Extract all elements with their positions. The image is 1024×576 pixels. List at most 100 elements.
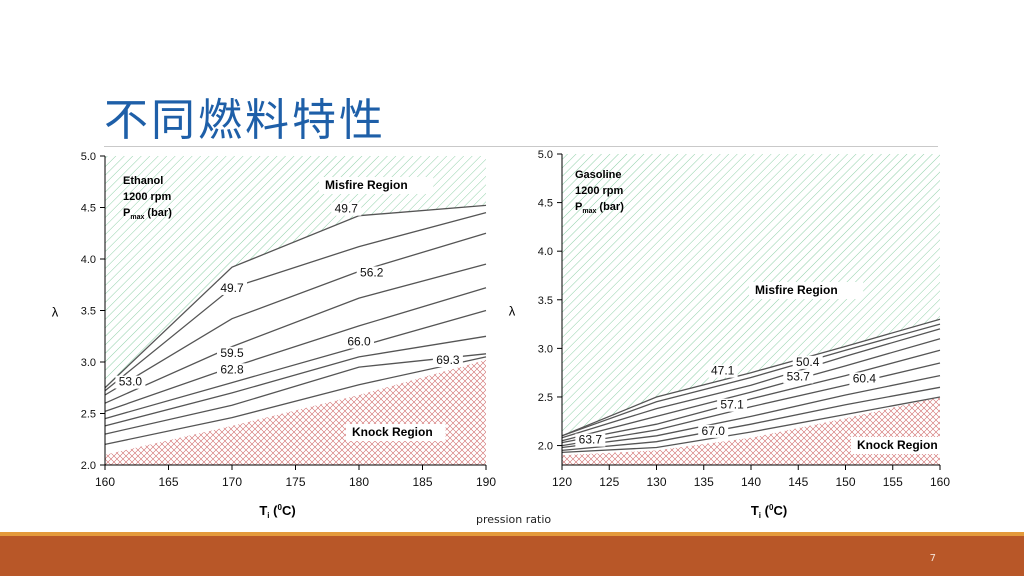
knock-region-area [105,359,486,465]
x-tick-label: 190 [476,475,496,489]
x-tick-label: 185 [412,475,432,489]
misfire-label-bg [319,177,434,194]
contour-line-6 [104,335,487,427]
contour-line-7 [561,386,941,452]
legend-fuel: Ethanol [123,175,163,187]
contour-line-0 [561,318,941,437]
contour-value-bg [356,266,387,280]
gasoline-chart: 120 125 130 135 140 145 150 155 160 2.0 2.5 3.0 3.5 4… [509,149,951,520]
contour-line-1 [104,211,487,392]
y-tick-label: 4.5 [81,203,96,215]
knock-label-bg [851,437,951,454]
y-tick-label: 2.0 [81,460,96,472]
x-tick-label: 160 [95,475,115,489]
contour-value-bg [707,364,738,378]
y-tick-label: 3.0 [538,343,553,355]
contour-value-label: 63.7 [579,433,603,447]
contour-value-bg [331,202,362,216]
contour-line-3 [104,263,487,404]
y-axis-label: λ [52,305,59,320]
contour-value-label: 53.7 [787,369,811,383]
legend-fuel: Gasoline [575,169,621,181]
contour-value-bg [217,281,247,295]
y-tick-label: 3.0 [81,357,96,369]
ethanol-chart: 160 165 170 175 180 185 190 2.0 2.5 3.0 3.5 4.0 4.5 5… [52,151,497,520]
legend-speed: 1200 rpm [575,185,624,197]
contour-value-label: 49.7 [335,202,359,216]
x-tick-label: 165 [158,475,178,489]
contour-value-label: 56.2 [360,266,384,280]
y-tick-label: 4.5 [538,198,553,210]
x-tick-label: 140 [741,475,761,489]
y-tick-label: 4.0 [538,246,553,258]
knock-region-label: Knock Region [857,438,938,452]
contour-value-label: 59.5 [220,346,244,360]
contour-value-label: 67.0 [702,424,726,438]
contour-value-label: 60.4 [853,371,877,385]
contour-value-label: 69.3 [436,353,460,367]
x-axis-label: Ti (0C) [259,503,295,520]
knock-region-area [562,397,940,465]
legend-pmax: Pmax (bar) [575,201,624,215]
contour-value-bg [783,370,814,384]
knock-region-label: Knock Region [352,425,433,439]
x-tick-label: 145 [788,475,808,489]
y-tick-label: 5.0 [538,149,553,161]
contour-value-bg [575,433,606,447]
charts-canvas: 160 165 170 175 180 185 190 2.0 2.5 3.0 3.5 4.0 4.5 5… [52,149,951,520]
x-tick-label: 180 [349,475,369,489]
misfire-region-label: Misfire Region [325,178,408,192]
contour-value-label: 62.8 [220,362,244,376]
contour-value-label: 53.0 [119,375,143,389]
x-tick-label: 175 [285,475,305,489]
contour-value-bg [432,354,463,368]
y-axis-label: λ [509,304,516,319]
contour-line-2 [104,232,487,396]
x-tick-label: 160 [930,475,950,489]
caption-fragment: pression ratio [474,513,554,526]
contour-line-7 [104,353,487,435]
contour-value-label: 47.1 [711,364,735,378]
footer-bar [0,536,1024,576]
legend-pmax: Pmax (bar) [123,207,172,221]
y-tick-label: 2.5 [538,392,553,404]
contour-value-bg [217,363,247,377]
footer-stripe [0,532,1024,536]
contour-value-bg [792,355,823,369]
y-tick-label: 3.5 [81,306,96,318]
misfire-region-label: Misfire Region [755,283,838,297]
contour-line-6 [561,374,941,449]
y-tick-label: 3.5 [538,295,553,307]
contour-value-label: 50.4 [796,355,820,369]
legend-speed: 1200 rpm [123,191,172,203]
contour-value-bg [849,372,880,386]
slide-title: 不同燃料特性 [104,95,386,146]
misfire-region-area [105,156,486,388]
x-tick-label: 155 [883,475,903,489]
misfire-label-bg [749,282,864,299]
contour-line-5 [104,309,487,420]
contour-value-bg [115,375,146,389]
contour-line-2 [561,328,941,439]
y-tick-label: 2.5 [81,409,96,421]
x-axis-label: Ti (0C) [751,503,787,520]
contour-value-bg [698,424,729,438]
contour-line-0 [104,204,487,389]
y-tick-label: 2.0 [538,441,553,453]
contour-line-8 [561,396,941,454]
contour-line-4 [104,287,487,413]
contour-value-bg [344,335,374,349]
x-tick-label: 150 [835,475,855,489]
knock-label-bg [346,424,446,441]
contour-line-3 [561,338,941,442]
contour-line-4 [561,349,941,444]
x-tick-label: 130 [646,475,666,489]
x-tick-label: 125 [599,475,619,489]
title-divider [104,146,938,147]
x-tick-label: 170 [222,475,242,489]
x-tick-label: 120 [552,475,572,489]
contour-value-bg [217,346,247,360]
contour-value-label: 66.0 [347,335,371,349]
y-tick-label: 4.0 [81,254,96,266]
x-tick-label: 135 [694,475,714,489]
